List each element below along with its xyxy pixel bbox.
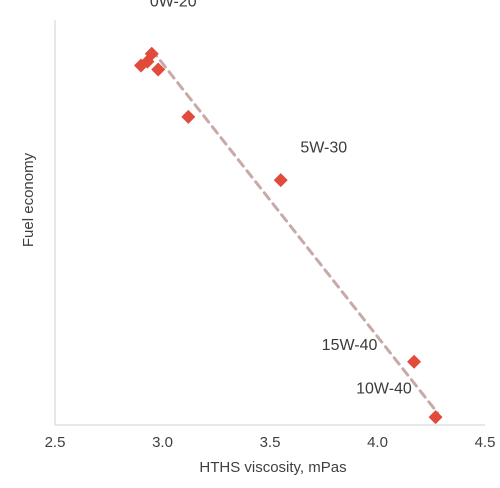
point-label: 5W-30 bbox=[300, 139, 347, 156]
x-tick-label: 3.0 bbox=[152, 434, 173, 451]
point-label: 10W-40 bbox=[356, 380, 412, 397]
data-point bbox=[407, 354, 422, 369]
data-point bbox=[134, 58, 148, 73]
x-tick-label: 2.5 bbox=[45, 434, 66, 451]
data-point bbox=[273, 173, 288, 188]
y-axis-label: Fuel economy bbox=[20, 152, 37, 247]
points-layer bbox=[134, 46, 443, 425]
x-tick-label: 3.5 bbox=[260, 434, 281, 451]
x-axis-label: HTHS viscosity, mPas bbox=[199, 459, 346, 476]
data-point bbox=[428, 410, 443, 425]
data-point bbox=[151, 62, 166, 77]
point-label: 0W-20 bbox=[150, 0, 197, 10]
point-label: 15W-40 bbox=[322, 337, 378, 354]
x-tick-label: 4.5 bbox=[475, 434, 496, 451]
data-point bbox=[144, 46, 159, 61]
trendline-layer bbox=[150, 48, 440, 415]
axes: 2.5 3.0 3.5 4.0 4.5 HTHS viscosity, mPas Fuel … bbox=[20, 20, 495, 476]
labels-layer: 0W-20 5W-30 15W-40 10W-40 bbox=[150, 0, 412, 397]
trendline bbox=[150, 48, 440, 415]
x-tick-label: 4.0 bbox=[367, 434, 388, 451]
data-point bbox=[181, 109, 196, 124]
